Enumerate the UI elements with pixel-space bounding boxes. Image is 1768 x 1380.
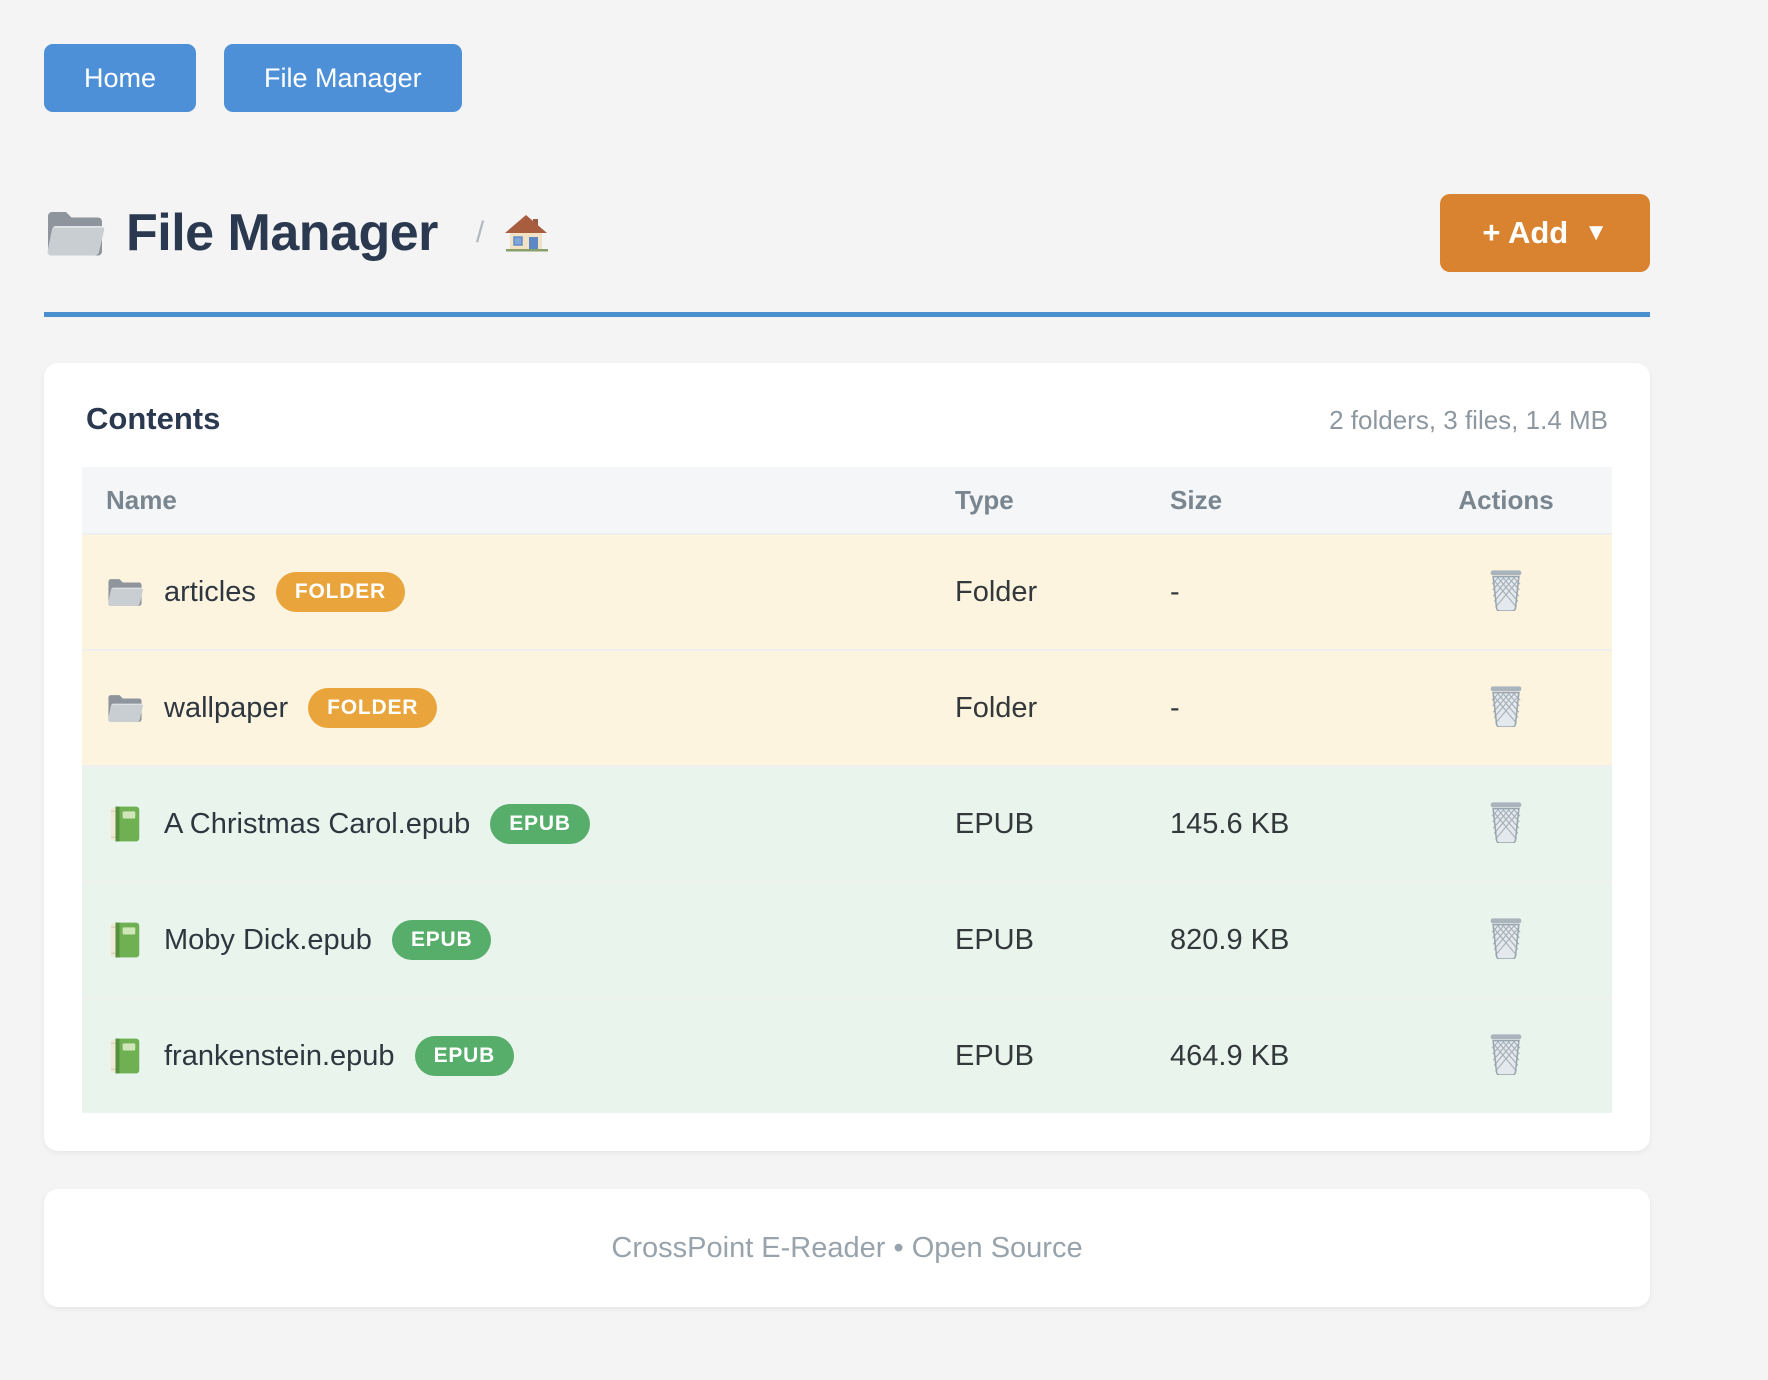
- delete-button[interactable]: [1483, 913, 1529, 963]
- row-size: -: [1170, 575, 1180, 608]
- column-header-type: Type: [955, 484, 1014, 515]
- footer-text: CrossPoint E-Reader • Open Source: [611, 1231, 1083, 1264]
- green-book-icon: [110, 1038, 140, 1074]
- column-header-size: Size: [1170, 484, 1223, 515]
- title-underline: [44, 312, 1650, 317]
- table-row[interactable]: A Christmas Carol.epub EPUB EPUB 145.6 K…: [82, 765, 1612, 881]
- green-book-icon: [110, 922, 140, 958]
- top-nav: Home File Manager: [44, 44, 1650, 112]
- chevron-down-icon: ▼: [1584, 219, 1608, 246]
- row-name: A Christmas Carol.epub: [164, 807, 471, 840]
- row-name: Moby Dick.epub: [164, 923, 372, 956]
- epub-badge: EPUB: [490, 804, 590, 844]
- table-row[interactable]: wallpaper FOLDER Folder -: [82, 649, 1612, 765]
- row-type: EPUB: [955, 1039, 1034, 1072]
- epub-badge: EPUB: [414, 1036, 515, 1076]
- delete-button[interactable]: [1483, 681, 1529, 731]
- row-size: 464.9 KB: [1170, 1039, 1290, 1072]
- title-group: File Manager /: [44, 203, 549, 263]
- column-header-name: Name: [106, 484, 177, 515]
- table-row[interactable]: frankenstein.epub EPUB EPUB 464.9 KB: [82, 997, 1612, 1113]
- folder-icon: [47, 212, 105, 256]
- contents-card: Contents 2 folders, 3 files, 1.4 MB Name…: [44, 363, 1650, 1151]
- delete-button[interactable]: [1483, 797, 1529, 847]
- table-row[interactable]: articles FOLDER Folder -: [82, 533, 1612, 649]
- house-icon[interactable]: [504, 213, 549, 253]
- folder-icon: [108, 695, 143, 722]
- contents-card-header: Contents 2 folders, 3 files, 1.4 MB: [82, 401, 1612, 437]
- delete-button[interactable]: [1483, 1029, 1529, 1079]
- table-row[interactable]: Moby Dick.epub EPUB EPUB 820.9 KB: [82, 881, 1612, 997]
- breadcrumb-separator: /: [475, 216, 485, 249]
- column-header-actions: Actions: [1458, 484, 1554, 515]
- page: Home File Manager File Manager / + Add ▼…: [44, 0, 1650, 1307]
- trash-icon: [1489, 1033, 1523, 1075]
- trash-icon: [1489, 801, 1523, 843]
- folder-badge: FOLDER: [275, 572, 405, 612]
- contents-summary: 2 folders, 3 files, 1.4 MB: [1329, 405, 1608, 435]
- add-button-label: + Add: [1482, 215, 1569, 250]
- row-name: wallpaper: [164, 691, 289, 724]
- nav-button-file-manager[interactable]: File Manager: [224, 44, 462, 112]
- delete-button[interactable]: [1483, 565, 1529, 615]
- row-name: frankenstein.epub: [164, 1039, 395, 1072]
- file-table: Name Type Size Actions articles FOLDER F…: [82, 467, 1612, 1113]
- table-header-row: Name Type Size Actions: [82, 467, 1612, 533]
- row-type: Folder: [955, 575, 1038, 608]
- epub-badge: EPUB: [391, 920, 492, 960]
- folder-badge: FOLDER: [308, 688, 438, 728]
- footer-card: CrossPoint E-Reader • Open Source: [44, 1189, 1650, 1307]
- page-title: File Manager: [126, 204, 438, 262]
- trash-icon: [1489, 569, 1523, 611]
- add-button[interactable]: + Add ▼: [1440, 194, 1650, 272]
- nav-button-home[interactable]: Home: [44, 44, 197, 112]
- trash-icon: [1489, 685, 1523, 727]
- row-size: 145.6 KB: [1170, 807, 1290, 840]
- row-type: Folder: [955, 691, 1038, 724]
- trash-icon: [1489, 917, 1523, 959]
- row-type: EPUB: [955, 923, 1034, 956]
- row-name: articles: [164, 575, 256, 608]
- green-book-icon: [110, 806, 140, 842]
- row-size: -: [1170, 691, 1180, 724]
- row-type: EPUB: [955, 807, 1034, 840]
- row-size: 820.9 KB: [1170, 923, 1290, 956]
- page-header: File Manager / + Add ▼: [44, 194, 1650, 272]
- contents-heading: Contents: [86, 401, 221, 436]
- folder-icon: [108, 579, 143, 606]
